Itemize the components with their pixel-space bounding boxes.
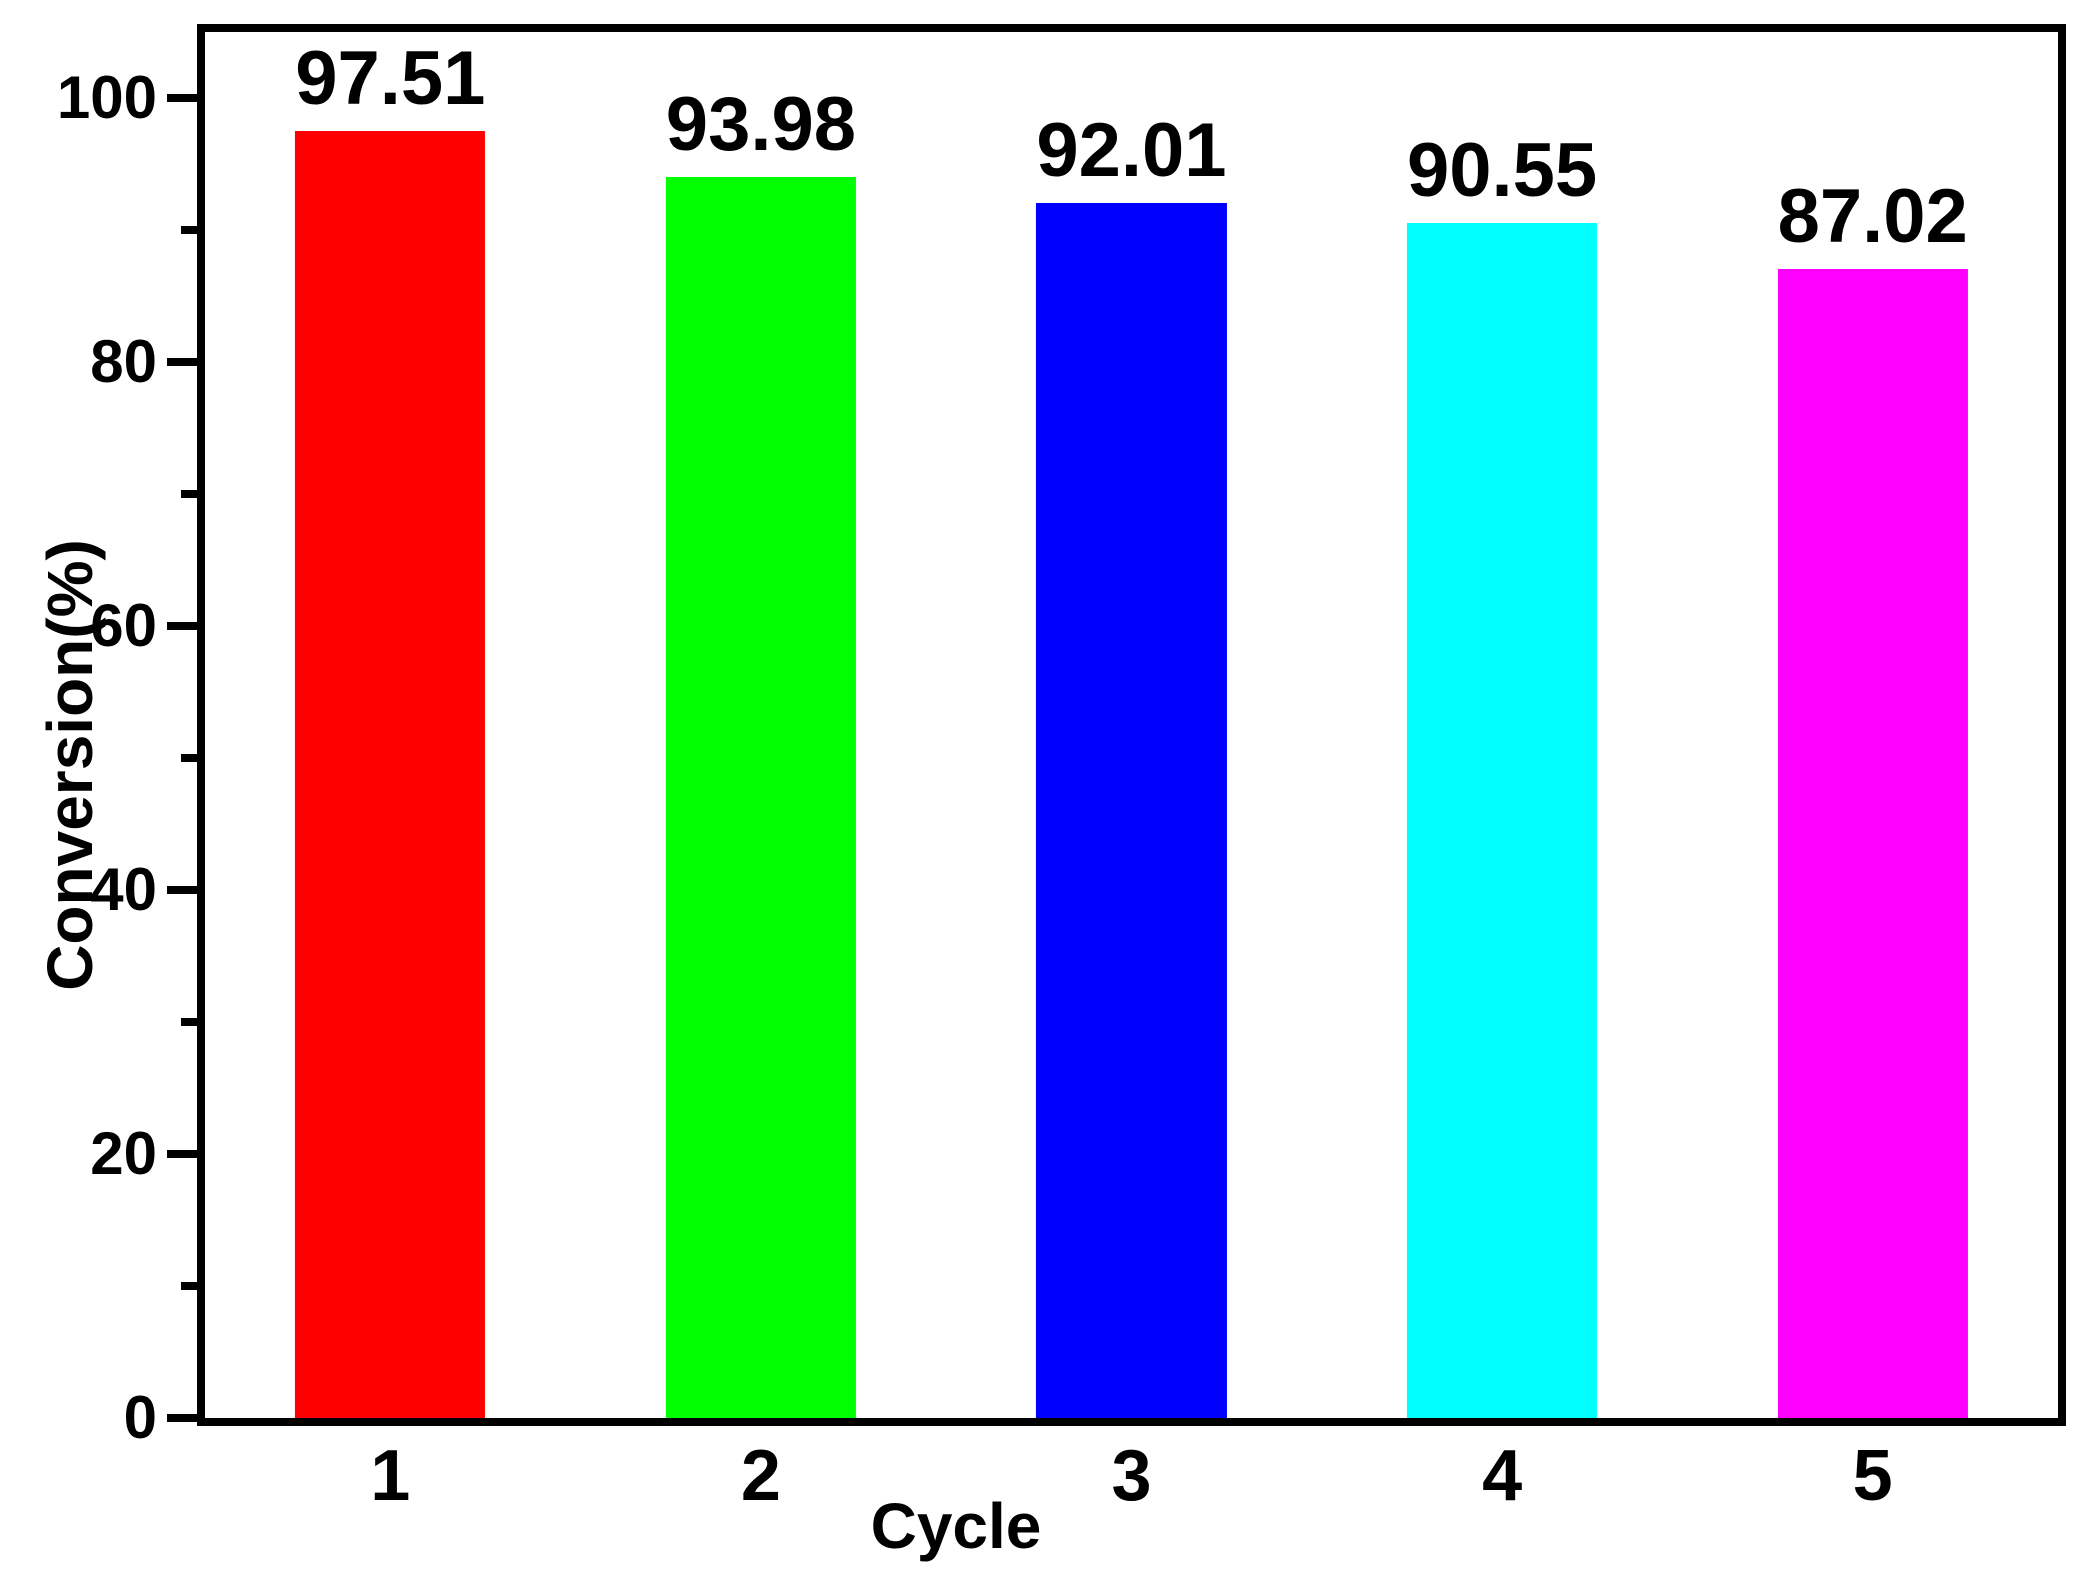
plot-area: 0 20 40 60 80 100 97.51 93.98 92.01 90.55 87.02 1… [57, 24, 2066, 1558]
x-axis-title: Cycle [870, 1490, 1042, 1562]
y-major-tick [167, 358, 197, 366]
bars-layer: 97.51 93.98 92.01 90.55 87.02 [205, 32, 2058, 1418]
x-tick-label: 1 [370, 1436, 411, 1516]
bar-value-label: 97.51 [295, 35, 486, 121]
y-major-tick [167, 1414, 197, 1422]
bar-value-label: 87.02 [1777, 174, 1968, 260]
y-major-tick [167, 886, 197, 894]
x-tick-label: 5 [1852, 1436, 1893, 1516]
bar-slot: 93.98 [576, 32, 947, 1418]
bar-value-label: 92.01 [1036, 108, 1227, 194]
bar-cycle-4 [1407, 222, 1598, 1418]
bar-cycle-3 [1036, 203, 1227, 1418]
y-tick-label: 80 [90, 328, 157, 395]
bar-cycle-1 [295, 130, 486, 1418]
bar-cycle-5 [1777, 269, 1968, 1418]
y-minor-tick [181, 489, 197, 498]
x-tick-label: 2 [740, 1436, 781, 1516]
bar-value-label: 90.55 [1406, 127, 1598, 213]
y-minor-tick [181, 1018, 197, 1026]
y-minor-tick [181, 753, 197, 762]
bar-cycle-2 [665, 177, 856, 1418]
y-tick-label: 60 [90, 592, 157, 659]
x-tick-label: 4 [1482, 1436, 1523, 1516]
y-major-tick [167, 622, 197, 630]
bar-slot: 97.51 [205, 32, 576, 1418]
bar-slot: 92.01 [946, 32, 1317, 1418]
bar-slot: 87.02 [1687, 32, 2058, 1418]
bar-value-label: 93.98 [665, 82, 856, 168]
y-tick-label: 0 [123, 1384, 157, 1451]
y-major-tick [167, 94, 197, 102]
bar-slot: 90.55 [1317, 32, 1688, 1418]
y-tick-label: 100 [56, 64, 157, 131]
y-minor-tick [181, 225, 197, 234]
y-tick-label: 40 [90, 856, 157, 923]
x-tick-label: 3 [1111, 1436, 1152, 1516]
y-tick-label: 20 [90, 1119, 157, 1187]
y-major-tick [167, 1149, 197, 1158]
y-minor-tick [181, 1282, 197, 1290]
